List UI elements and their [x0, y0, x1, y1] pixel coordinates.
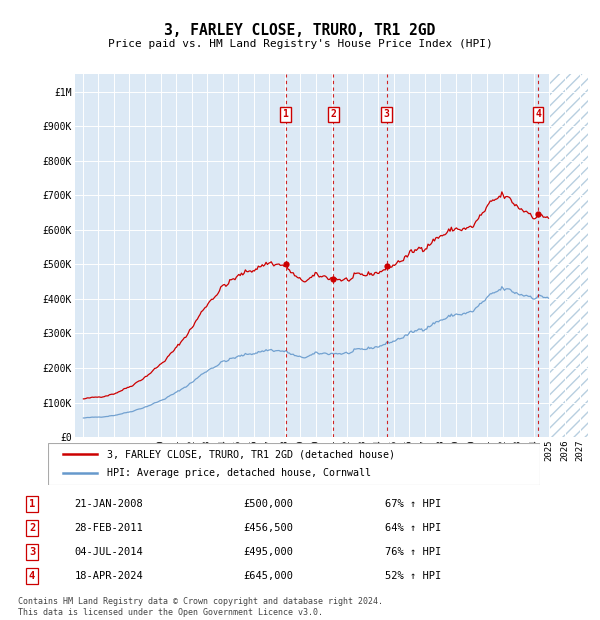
- Text: 4: 4: [535, 109, 541, 119]
- Text: 76% ↑ HPI: 76% ↑ HPI: [385, 547, 441, 557]
- Text: 67% ↑ HPI: 67% ↑ HPI: [385, 499, 441, 509]
- Text: £500,000: £500,000: [244, 499, 293, 509]
- Text: 3: 3: [29, 547, 35, 557]
- Text: 1: 1: [29, 499, 35, 509]
- Text: 18-APR-2024: 18-APR-2024: [74, 571, 143, 582]
- Text: £456,500: £456,500: [244, 523, 293, 533]
- Text: 1: 1: [283, 109, 289, 119]
- Text: £645,000: £645,000: [244, 571, 293, 582]
- Text: 64% ↑ HPI: 64% ↑ HPI: [385, 523, 441, 533]
- Text: 04-JUL-2014: 04-JUL-2014: [74, 547, 143, 557]
- Bar: [549, 74, 588, 437]
- Text: 28-FEB-2011: 28-FEB-2011: [74, 523, 143, 533]
- Text: 2: 2: [29, 523, 35, 533]
- Bar: [549, 74, 588, 437]
- Text: Contains HM Land Registry data © Crown copyright and database right 2024.
This d: Contains HM Land Registry data © Crown c…: [18, 598, 383, 617]
- FancyBboxPatch shape: [48, 443, 540, 485]
- Text: 21-JAN-2008: 21-JAN-2008: [74, 499, 143, 509]
- Text: 4: 4: [29, 571, 35, 582]
- Text: £495,000: £495,000: [244, 547, 293, 557]
- Text: HPI: Average price, detached house, Cornwall: HPI: Average price, detached house, Corn…: [107, 469, 371, 479]
- Text: 52% ↑ HPI: 52% ↑ HPI: [385, 571, 441, 582]
- Text: Price paid vs. HM Land Registry's House Price Index (HPI): Price paid vs. HM Land Registry's House …: [107, 39, 493, 49]
- Text: 3, FARLEY CLOSE, TRURO, TR1 2GD (detached house): 3, FARLEY CLOSE, TRURO, TR1 2GD (detache…: [107, 449, 395, 459]
- Text: 2: 2: [331, 109, 337, 119]
- Text: 3: 3: [383, 109, 389, 119]
- Text: 3, FARLEY CLOSE, TRURO, TR1 2GD: 3, FARLEY CLOSE, TRURO, TR1 2GD: [164, 23, 436, 38]
